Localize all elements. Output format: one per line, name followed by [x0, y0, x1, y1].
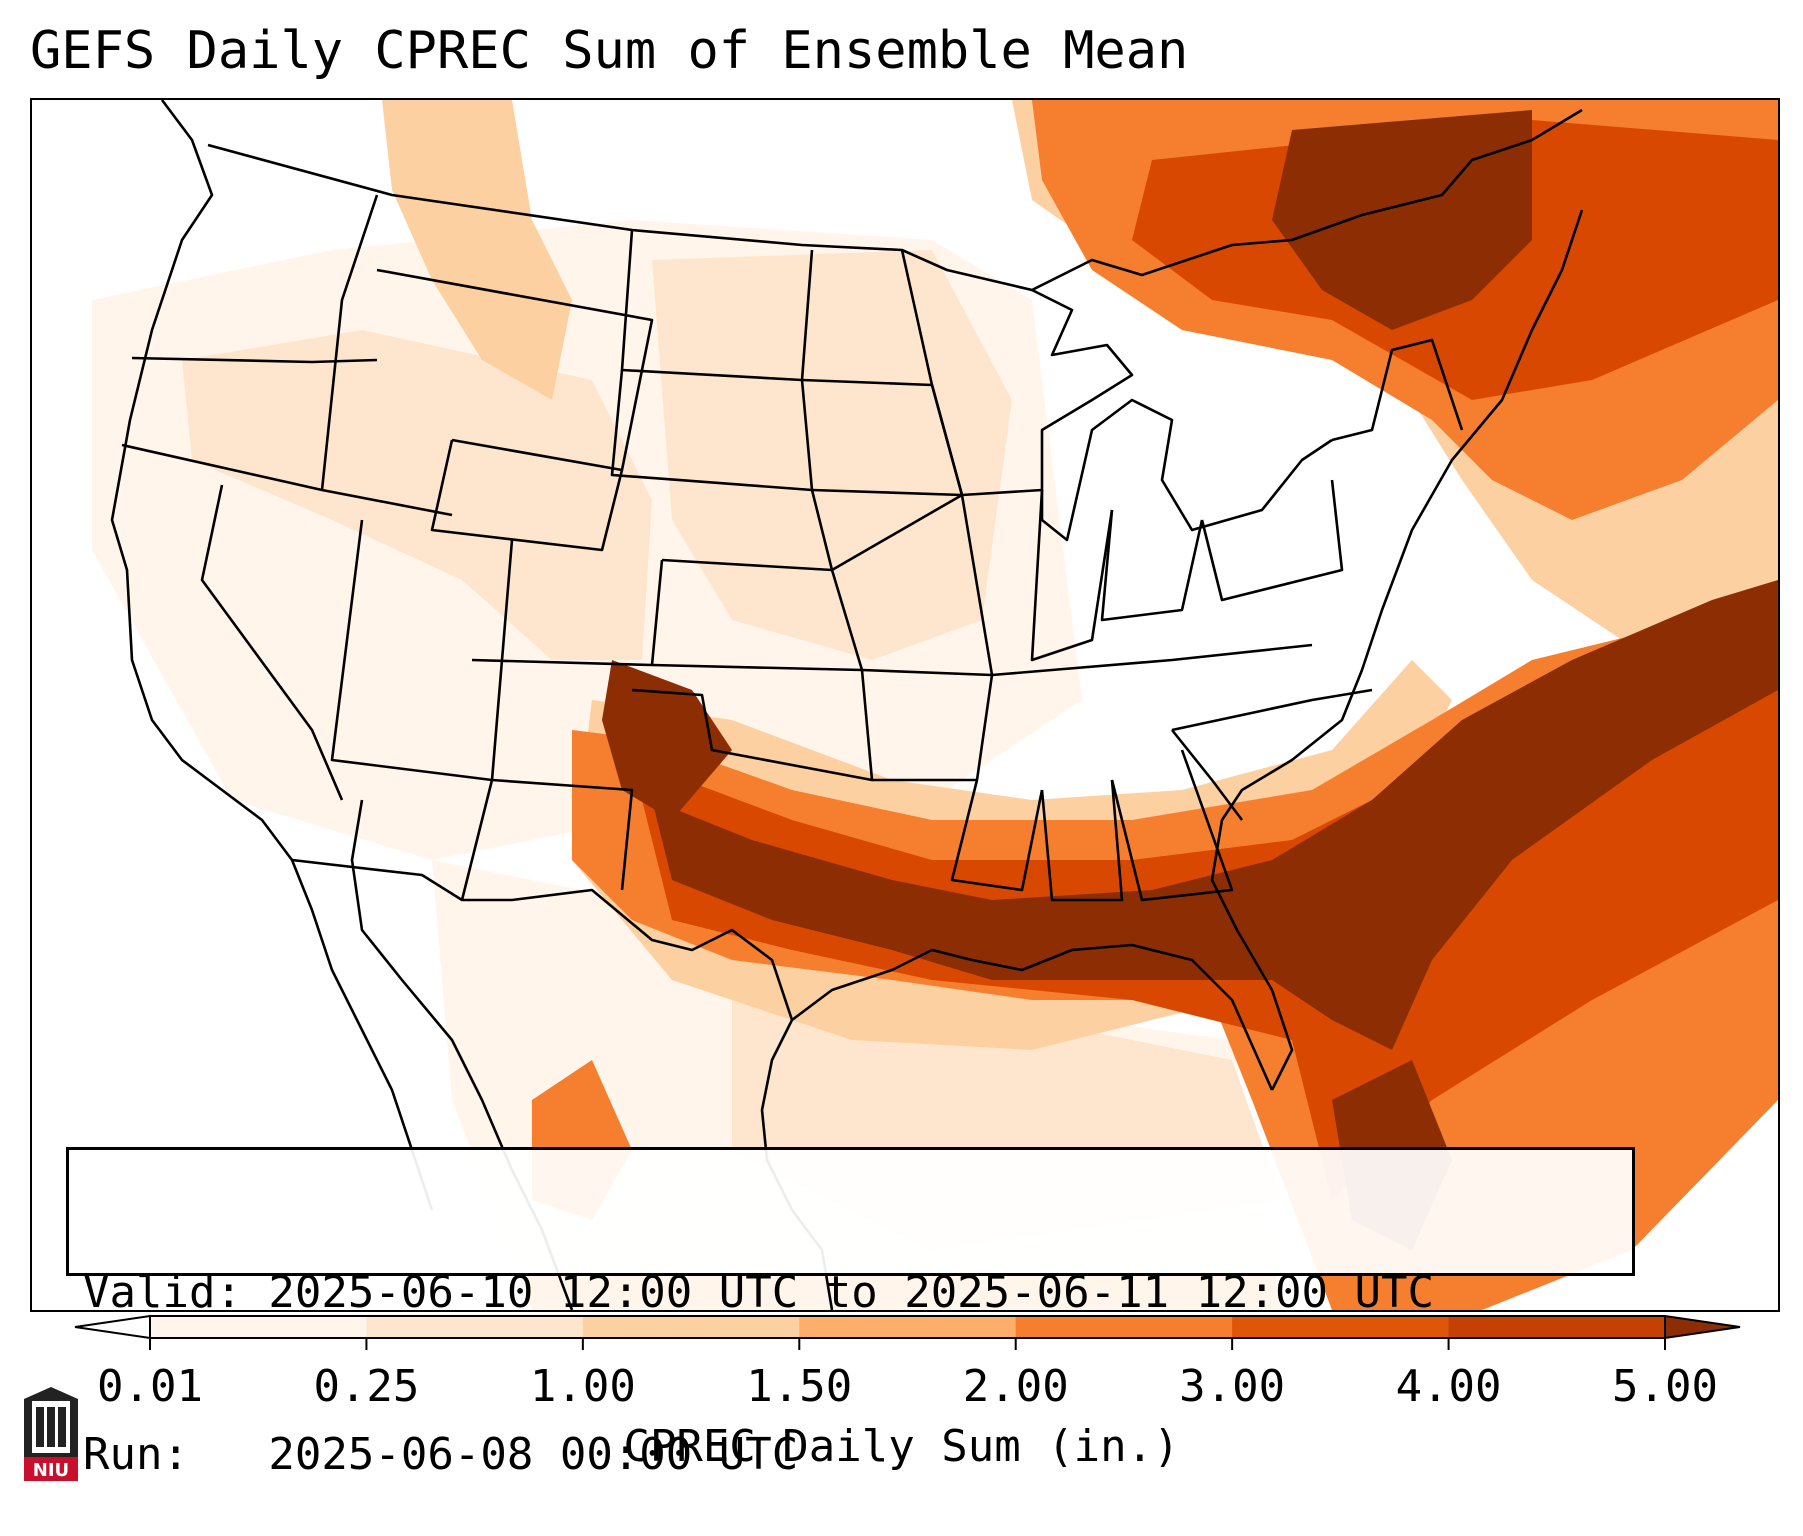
state-line-la-ms	[950, 779, 1044, 892]
west-coast-outline	[110, 100, 294, 861]
precip-light-rockies	[182, 330, 652, 660]
state-line-az-nm	[460, 778, 634, 901]
colorbar-tick-label: 0.01	[97, 1361, 203, 1412]
state-line-wy-co	[430, 439, 624, 552]
state-line-il-in	[1030, 489, 1114, 662]
precipitation-field-layer	[92, 100, 1778, 1310]
colorbar-ticks	[149, 1338, 1666, 1350]
state-line-al-ga	[1110, 749, 1234, 902]
colorbar-segment	[799, 1316, 1017, 1338]
colorbar-over-arrow	[1664, 1314, 1741, 1340]
colorbar-segment	[1448, 1316, 1666, 1338]
colorbar-tick-label: 0.25	[313, 1361, 420, 1412]
state-line-ca-nv	[200, 484, 344, 801]
great-lakes-outline	[1031, 288, 1333, 542]
state-line-in-oh	[1100, 509, 1204, 622]
state-line-id	[320, 194, 453, 517]
colorbar-tick-label: 1.50	[746, 1361, 853, 1412]
colorbar-under-arrow	[74, 1314, 151, 1340]
precip-extreme-plains-southeast	[652, 580, 1778, 1050]
colorbar-segment	[366, 1316, 584, 1338]
run-time-text: Run: 2025-06-08 00:00 UTC	[83, 1429, 799, 1480]
colorbar-tick-label: 3.00	[1179, 1361, 1286, 1412]
colorbar-outline	[149, 1315, 1666, 1339]
precip-extreme-oklahoma	[602, 660, 732, 820]
precip-light-plains	[652, 250, 1012, 660]
state-line-nd-sd	[620, 229, 814, 382]
east-coast-outline	[1210, 209, 1584, 1091]
map-panel	[30, 98, 1780, 1312]
colorbar-segments	[74, 1314, 1741, 1340]
state-line-tn-ky	[991, 643, 1313, 677]
state-line-ny-ne	[1331, 338, 1464, 442]
state-line-ms-al	[1040, 779, 1124, 902]
state-line-nc-va	[1171, 688, 1373, 732]
state-line-wi-il	[930, 384, 1043, 497]
state-line-mt-wy	[376, 268, 654, 472]
precipitation-map	[92, 100, 1778, 1310]
state-line-oh-pa	[1200, 479, 1344, 602]
valid-time-text: Valid: 2025-06-10 12:00 UTC to 2025-06-1…	[83, 1267, 1435, 1318]
state-line-sc-ga	[1170, 729, 1244, 821]
state-line-or-ca	[121, 443, 323, 492]
state-line-ok-tx	[631, 669, 874, 782]
colorbar	[74, 1314, 1741, 1350]
valid-run-info-box: Valid: 2025-06-10 12:00 UTC to 2025-06-1…	[66, 1147, 1635, 1480]
colorbar-segment	[582, 1316, 800, 1338]
state-line-wa-or	[131, 356, 378, 364]
colorbar-segment	[1232, 1316, 1450, 1338]
colorbar-tick-label: 1.00	[529, 1361, 636, 1412]
niu-castle-logo-icon: NIU	[24, 1387, 78, 1481]
state-line-mo-ar	[831, 493, 994, 677]
colorbar-segment	[1015, 1316, 1233, 1338]
page-title: GEFS Daily CPREC Sum of Ensemble Mean	[30, 21, 1189, 81]
svg-text:NIU: NIU	[33, 1460, 69, 1481]
colorbar-label: CPREC Daily Sum (in.)	[623, 1421, 1180, 1472]
colorbar-segment	[150, 1316, 367, 1338]
colorbar-tick-label: 5.00	[1612, 1361, 1718, 1412]
state-line-sd-ne	[610, 369, 814, 492]
mexico-border	[291, 858, 794, 1021]
precip-moderate-nw	[382, 100, 572, 400]
colorbar-tick-label: 4.00	[1395, 1361, 1502, 1412]
canada-border	[207, 108, 1583, 292]
colorbar-tick-label: 2.00	[962, 1361, 1069, 1412]
